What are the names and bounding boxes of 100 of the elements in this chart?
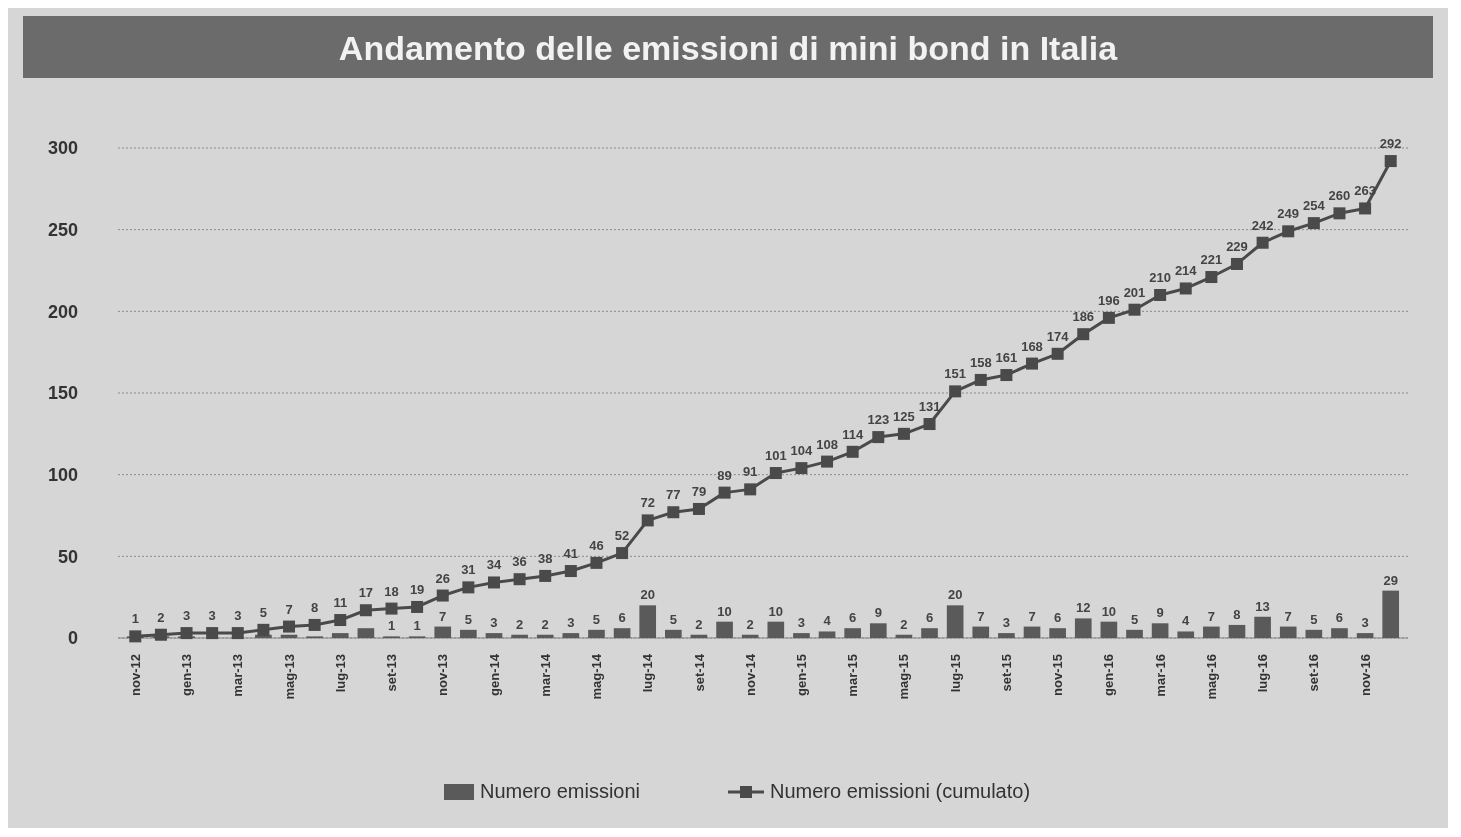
bar	[793, 633, 810, 638]
point	[129, 630, 142, 643]
point	[1026, 357, 1039, 370]
data-label: 5	[1130, 611, 1139, 627]
data-label: 6	[618, 610, 626, 626]
data-label: 9	[874, 605, 882, 621]
data-label: 10	[717, 603, 732, 619]
data-label: 151	[944, 366, 967, 382]
data-label: 3	[1002, 615, 1011, 631]
point	[641, 514, 654, 527]
data-label: 2	[515, 616, 524, 632]
data-label: 210	[1149, 270, 1171, 285]
bar	[1356, 633, 1374, 638]
bar	[767, 621, 785, 638]
data-label: 123	[867, 412, 890, 428]
data-label: 7	[285, 601, 293, 617]
data-label: 131	[918, 399, 941, 415]
data-label: 1	[413, 618, 421, 634]
data-label: 4	[823, 613, 832, 629]
data-label: 10	[768, 603, 784, 619]
point	[1384, 155, 1397, 168]
x-tick-label: gen-16	[1101, 654, 1117, 696]
x-tick-label: gen-13	[179, 654, 195, 696]
data-label: 6	[849, 610, 857, 626]
x-tick-label: mar-16	[1152, 654, 1168, 697]
bar	[741, 634, 759, 638]
data-label: 158	[969, 354, 992, 370]
chart-title: Andamento delle emissioni di mini bond in Italia	[338, 29, 1119, 67]
point	[257, 623, 270, 636]
point	[564, 565, 577, 578]
point	[539, 569, 552, 582]
data-label: 114	[842, 426, 864, 442]
y-tick-label: 300	[47, 138, 78, 159]
point	[1205, 271, 1218, 284]
bar	[844, 628, 861, 638]
data-label: 6	[1054, 610, 1062, 626]
bar	[1279, 626, 1297, 638]
data-label: 3	[208, 608, 216, 624]
x-tick-label: mag-14	[589, 653, 605, 700]
data-label: 77	[666, 487, 681, 503]
data-label: 4	[1182, 613, 1191, 629]
x-tick-label: set-14	[691, 653, 707, 692]
data-label: 168	[1021, 338, 1043, 354]
data-label: 7	[439, 608, 447, 624]
y-tick-label: 0	[67, 628, 78, 649]
data-label: 3	[182, 608, 191, 624]
point	[462, 581, 475, 594]
data-label: 174	[1046, 328, 1070, 344]
data-label: 89	[717, 467, 732, 483]
point	[359, 604, 372, 617]
bar	[972, 626, 990, 638]
x-tick-label: lug-15	[947, 654, 963, 693]
point	[1359, 202, 1372, 215]
data-label: 8	[1233, 606, 1241, 622]
bar	[1023, 626, 1041, 638]
point	[923, 418, 936, 431]
point	[718, 486, 731, 499]
bar	[869, 623, 887, 638]
point	[513, 573, 526, 586]
point	[308, 618, 321, 631]
data-label: 1	[387, 618, 396, 634]
data-label: 10	[1101, 603, 1117, 619]
x-tick-label: nov-14	[742, 653, 758, 696]
bar	[1177, 631, 1195, 638]
data-label: 72	[640, 495, 655, 511]
point	[334, 614, 347, 627]
point	[1282, 225, 1295, 238]
bar	[331, 633, 349, 638]
data-label: 229	[1226, 238, 1248, 254]
data-label: 13	[1255, 598, 1270, 614]
point	[180, 627, 193, 640]
data-label: 186	[1072, 309, 1095, 325]
point	[154, 628, 167, 641]
bar	[1305, 629, 1323, 638]
bar	[1331, 628, 1348, 638]
data-label: 101	[764, 448, 787, 464]
point	[1307, 217, 1320, 230]
data-label: 20	[640, 587, 655, 603]
bar	[716, 621, 733, 638]
data-label: 7	[977, 608, 985, 624]
point	[974, 373, 987, 386]
point	[821, 455, 834, 468]
bar	[562, 633, 580, 638]
data-label: 3	[234, 608, 242, 624]
y-tick-label: 250	[47, 219, 78, 240]
y-tick-label: 50	[57, 546, 78, 567]
data-label: 3	[1361, 615, 1369, 631]
point	[231, 627, 244, 640]
x-tick-label: mar-15	[845, 654, 861, 697]
data-label: 36	[512, 554, 527, 570]
x-tick-label: lug-13	[332, 654, 348, 693]
point	[1179, 282, 1192, 295]
data-label: 196	[1098, 292, 1120, 308]
point	[872, 431, 885, 444]
data-label: 29	[1383, 572, 1398, 588]
y-tick-label: 100	[47, 464, 78, 485]
bar	[613, 628, 631, 638]
data-label: 12	[1076, 600, 1091, 616]
data-label: 201	[1123, 284, 1146, 300]
x-tick-label: mag-16	[1203, 654, 1219, 700]
